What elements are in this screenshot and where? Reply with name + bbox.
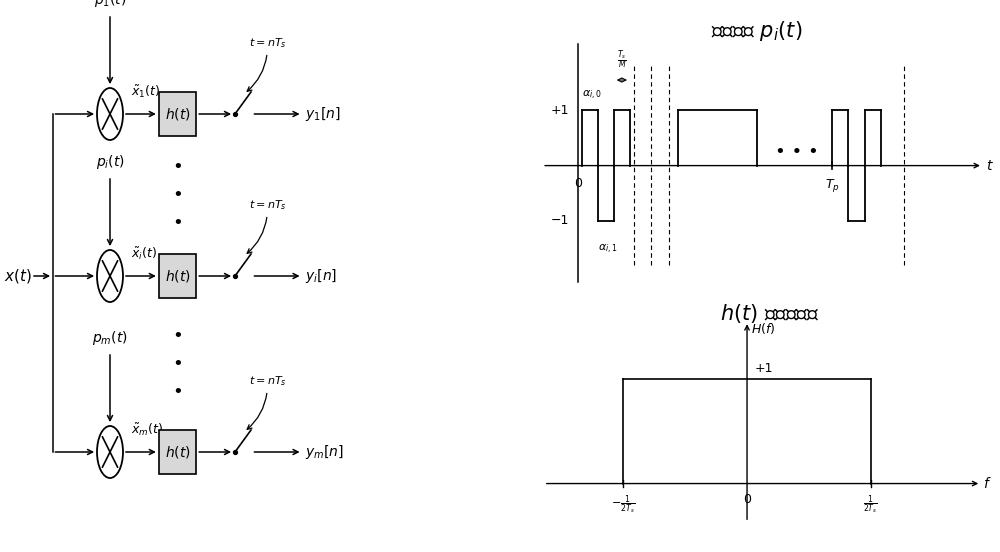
Text: $x(t)$: $x(t)$ bbox=[4, 267, 32, 285]
Text: −1: −1 bbox=[551, 214, 569, 227]
Text: +1: +1 bbox=[551, 104, 569, 117]
Text: $p_i(t)$: $p_i(t)$ bbox=[96, 153, 124, 171]
Text: $t = nT_s$: $t = nT_s$ bbox=[247, 198, 286, 253]
Text: +1: +1 bbox=[755, 362, 773, 375]
Text: •: • bbox=[172, 214, 183, 232]
Text: $y_i[n]$: $y_i[n]$ bbox=[305, 267, 337, 285]
FancyBboxPatch shape bbox=[159, 92, 196, 136]
Text: $\frac{T_s}{M}$: $\frac{T_s}{M}$ bbox=[617, 48, 627, 71]
Text: 0: 0 bbox=[743, 493, 751, 506]
Text: $h(t)$: $h(t)$ bbox=[165, 106, 190, 122]
Text: $t = nT_s$: $t = nT_s$ bbox=[247, 374, 286, 429]
Text: $T_p$: $T_p$ bbox=[825, 177, 840, 194]
Text: •: • bbox=[172, 383, 183, 401]
Text: $\tilde{x}_m(t)$: $\tilde{x}_m(t)$ bbox=[131, 422, 163, 438]
Text: $p_1(t)$: $p_1(t)$ bbox=[94, 0, 126, 9]
FancyBboxPatch shape bbox=[159, 254, 196, 298]
Text: •: • bbox=[172, 355, 183, 373]
Text: 混频函数 $p_i(t)$: 混频函数 $p_i(t)$ bbox=[711, 19, 803, 43]
Text: $p_m(t)$: $p_m(t)$ bbox=[92, 329, 128, 347]
Text: • • •: • • • bbox=[775, 143, 818, 161]
Text: $\alpha_{i,0}$: $\alpha_{i,0}$ bbox=[582, 89, 601, 102]
FancyBboxPatch shape bbox=[159, 430, 196, 474]
Text: $y_1[n]$: $y_1[n]$ bbox=[305, 105, 341, 123]
Text: •: • bbox=[172, 186, 183, 204]
Text: $\frac{1}{2T_s}$: $\frac{1}{2T_s}$ bbox=[863, 493, 878, 516]
Text: $h(t)$: $h(t)$ bbox=[165, 444, 190, 460]
Text: $f$: $f$ bbox=[983, 476, 992, 491]
Text: $H(f)$: $H(f)$ bbox=[751, 321, 776, 336]
Text: $\alpha_{i,1}$: $\alpha_{i,1}$ bbox=[598, 243, 617, 256]
Text: $y_m[n]$: $y_m[n]$ bbox=[305, 443, 344, 461]
Text: •: • bbox=[172, 158, 183, 176]
Text: $-\frac{1}{2T_s}$: $-\frac{1}{2T_s}$ bbox=[611, 493, 635, 516]
Text: •: • bbox=[172, 327, 183, 345]
Text: $\tilde{x}_i(t)$: $\tilde{x}_i(t)$ bbox=[131, 246, 157, 262]
Text: $t$: $t$ bbox=[986, 158, 994, 173]
Text: $t = nT_s$: $t = nT_s$ bbox=[247, 36, 286, 91]
Text: $h(t)$ 的频率响应: $h(t)$ 的频率响应 bbox=[720, 302, 819, 325]
Text: $\tilde{x}_1(t)$: $\tilde{x}_1(t)$ bbox=[131, 83, 160, 100]
Text: $h(t)$: $h(t)$ bbox=[165, 268, 190, 284]
Text: 0: 0 bbox=[574, 177, 582, 190]
